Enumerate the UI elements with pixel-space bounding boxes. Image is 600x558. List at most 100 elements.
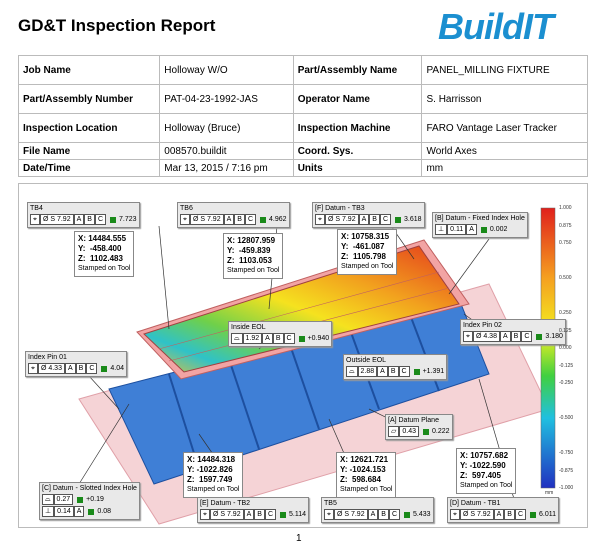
callout-title: Index Pin 02 [463,322,502,329]
coordinate-line: Stamped on Tool [460,482,513,489]
control-frame: ⌓ 0.27 +0.19 [42,494,137,505]
callout: TB4 ⌖ Ø S 7.92 A B C 7.723 [27,202,140,228]
frame-cell: Ø 4.33 [37,363,65,374]
coordinate-box: X: 14484.555 Y: -458.400 Z: 1102.483 Stampe… [74,231,135,277]
coordinate-line: X: 10757.682 [460,451,509,460]
label-cell: File Name [17,142,161,160]
frame-cell: Ø S 7.92 [324,214,359,225]
coordinate-box: X: 14484.318 Y: -1022.826 Z: 1597.749 Stamp… [183,452,244,498]
frame-cell: 0.14 [54,506,74,517]
callout-title: TB5 [324,500,337,507]
frame-cell: A [499,331,511,342]
label-cell: Inspection Location [17,113,161,143]
frame-cell: A [243,509,255,520]
control-frame: ⌖ Ø 4.33 A B C 4.04 [28,363,124,374]
info-table: Job Name Holloway W/O Part/Assembly Name PA… [17,55,588,177]
label-cell: Coord. Sys. [292,142,423,160]
coordinate-box: X: 10757.682 Y: -1022.590 Z: 597.405 Stampe… [456,448,517,494]
frame-cell: Ø S 7.92 [189,214,224,225]
color-scale [540,207,556,489]
frame-cell: B [387,366,399,377]
value-cell: Holloway W/O [159,55,294,85]
measured-value: 7.723 [110,216,137,223]
frame-cell: A [466,224,477,235]
measured-value: 3.180 [536,333,563,340]
label-cell: Date/Time [17,159,161,177]
scale-label: 0.125 [559,327,572,334]
scale-label: 0.500 [559,275,572,281]
table-row: Part/Assembly Number PAT-04-23-1992-JAS Op… [17,84,588,114]
scale-label: -0.875 [559,467,574,474]
scale-label: 0.875 [559,222,572,229]
control-frame: ⌖ Ø S 7.92 A B C 4.962 [180,214,287,225]
frame-cell: A [493,509,505,520]
callout: [D] Datum - TB1 ⌖ Ø S 7.92 A B C 6.011 [447,497,559,523]
frame-cell: C [388,509,400,520]
frame-cell: C [244,214,256,225]
page-number: 1 [296,533,302,544]
frame-cell: C [521,331,533,342]
frame-cell: ⌖ [450,509,460,520]
table-row: File Name 008570.buildit Coord. Sys. World … [17,142,588,160]
control-frame: ⌖ Ø S 7.92 A B C 5.433 [324,509,431,520]
frame-cell: A [358,214,370,225]
scale-label: 0.000 [559,345,572,351]
frame-cell: ⊥ [435,224,448,235]
coordinate-line: X: 14484.318 [187,455,236,464]
coordinate-line: Z: 1103.053 [227,256,272,265]
callout: [F] Datum - TB3 ⌖ Ø S 7.92 A B C 3.618 [312,202,425,228]
control-frame: ⊥ 0.14 A 0.08 [42,506,137,517]
label-cell: Operator Name [292,84,423,114]
callout-title: Index Pin 01 [28,354,67,361]
frame-cell: A [262,333,273,344]
measured-value: 4.04 [101,365,124,372]
coordinate-box: X: 12621.721 Y: -1024.153 Z: 598.684 Stampe… [336,452,397,498]
frame-cell: C [398,366,410,377]
scale-label: 0.250 [559,310,572,316]
frame-cell: 0.27 [53,494,74,505]
coordinate-line: Z: 1102.483 [78,254,123,263]
coordinate-line: Stamped on Tool [187,486,240,493]
table-row: Job Name Holloway W/O Part/Assembly Name PA… [17,55,588,85]
callout-title: [E] Datum - TB2 [200,500,251,507]
frame-cell: Ø 4.38 [472,331,500,342]
value-cell: Mar 13, 2015 / 7:16 pm [159,159,294,177]
coordinate-line: Stamped on Tool [340,486,393,493]
scale-label: -0.125 [559,362,574,369]
callout: Inside EOL ⌓ 1.92 A B C +0.940 [228,321,333,347]
frame-cell: C [86,363,98,374]
frame-cell: B [84,214,95,225]
control-frame: ⌖ Ø S 7.92 A B C 5.114 [200,509,306,520]
frame-cell: C [283,333,295,344]
frame-cell: ⌖ [324,509,334,520]
value-cell: PANEL_MILLING FIXTURE [421,55,588,85]
frame-cell: Ø S 7.92 [39,214,74,225]
frame-cell: A [73,506,85,517]
callout-title: Inside EOL [231,324,266,331]
callout: [A] Datum Plane ▱ 0.43 0.222 [385,414,453,440]
coordinate-line: Y: -1024.153 [340,465,386,474]
callout: Outside EOL ⌓ 2.88 A B C +1.391 [343,354,448,380]
frame-cell: ⌖ [315,214,325,225]
label-cell: Job Name [17,55,161,85]
callout-title: [D] Datum - TB1 [450,500,501,507]
callout: TB5 ⌖ Ø S 7.92 A B C 5.433 [321,497,434,523]
measured-value: +0.940 [299,335,330,342]
callout-title: [C] Datum - Slotted Index Hole [42,485,137,492]
control-frame: ⌓ 1.92 A B C +0.940 [231,333,329,344]
frame-cell: C [379,214,391,225]
callout: Index Pin 01 ⌖ Ø 4.33 A B C 4.04 [25,351,127,377]
frame-cell: ⌓ [346,366,358,377]
control-frame: ⌖ Ø 4.38 A B C 3.180 [463,331,563,342]
frame-cell: A [377,366,388,377]
scale-label: -0.250 [559,380,574,386]
coordinate-line: X: 10758.315 [341,232,390,241]
control-frame: ⌓ 2.88 A B C +1.391 [346,366,444,377]
table-row: Date/Time Mar 13, 2015 / 7:16 pm Units mm [17,159,588,177]
frame-cell: A [223,214,235,225]
frame-cell: C [264,509,276,520]
measured-value: +0.19 [77,496,104,503]
control-frame: ⌖ Ø S 7.92 A B C 7.723 [30,214,137,225]
frame-cell: B [378,509,389,520]
